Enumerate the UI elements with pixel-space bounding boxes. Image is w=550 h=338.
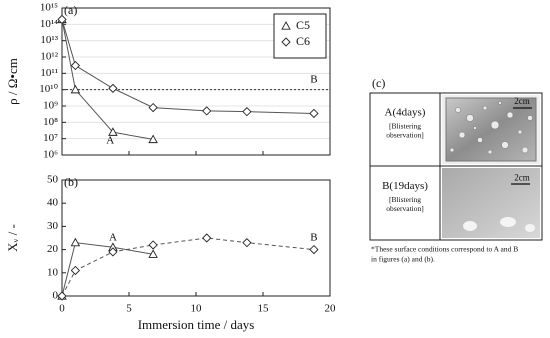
y-tick-label: 50 [47, 174, 59, 186]
row-note: observation] [386, 204, 424, 213]
blisters [463, 217, 535, 232]
row-note: observation] [386, 131, 424, 140]
legend-box [273, 13, 327, 59]
scale-label: 2cm [514, 173, 530, 183]
annotation: B [310, 232, 317, 244]
x-tick-label: 20 [325, 303, 337, 315]
marker [148, 249, 158, 258]
legend-label: C5 [296, 18, 310, 32]
marker [148, 102, 158, 113]
marker [148, 240, 158, 250]
marker [309, 108, 319, 119]
marker [70, 237, 81, 247]
panel-label: (a) [64, 3, 77, 17]
marker [108, 247, 118, 257]
y-tick-label: 20 [47, 243, 59, 255]
legend-label: C6 [296, 34, 310, 48]
y-tick-label: 10¹³ [40, 34, 58, 46]
y-axis-label: Xᵥ / - [5, 224, 20, 252]
plot-frame [61, 7, 331, 156]
photo-b [442, 168, 540, 238]
x-tick-label: 15 [258, 303, 270, 315]
marker [57, 291, 67, 301]
row-title: B(19days) [382, 180, 428, 192]
marker [148, 134, 158, 144]
marker [242, 107, 252, 117]
panel-label: (c) [372, 76, 385, 90]
y-axis-label: ρ / Ω•cm [5, 58, 20, 105]
panel-c: (c) [369, 76, 543, 241]
marker [70, 60, 81, 71]
marker [108, 127, 118, 136]
marker [242, 238, 252, 248]
x-tick-label: 5 [126, 303, 132, 315]
y-tick-label: 10¹² [40, 51, 58, 63]
caption: in figures (a) and (b). [371, 255, 435, 264]
annotation: B [310, 73, 317, 85]
legend-marker [281, 37, 291, 47]
x-axis-label: Immersion time / days [138, 317, 255, 332]
y-tick-label: 10¹¹ [40, 67, 58, 79]
series-line [61, 242, 154, 297]
row-note: [Blistering [389, 195, 421, 204]
x-tick-label: 10 [191, 303, 203, 315]
y-tick-label: 10¹⁵ [40, 2, 58, 14]
annotation: A [106, 135, 114, 147]
row-title: A(4days) [385, 107, 426, 119]
y-tick-label: 0 [53, 290, 59, 302]
y-tick-label: 10⁷ [43, 132, 58, 144]
y-tick-label: 40 [47, 197, 59, 209]
y-tick-label: 30 [47, 220, 59, 232]
legend-marker [281, 21, 291, 30]
marker [202, 106, 212, 116]
row-note: [Blistering [389, 122, 421, 131]
y-tick-label: 10⁸ [43, 116, 58, 128]
marker [108, 83, 118, 94]
panel-label: (b) [64, 175, 78, 189]
scale-label: 2cm [514, 96, 530, 106]
series-line [61, 19, 154, 140]
y-tick-label: 10⁶ [43, 149, 58, 161]
plot-frame [61, 179, 331, 297]
marker [309, 244, 319, 255]
y-tick-label: 10¹⁰ [39, 83, 58, 95]
series-line [61, 237, 314, 297]
blisters [449, 101, 533, 155]
y-tick-label: 10¹⁴ [40, 18, 58, 30]
y-tick-label: 10⁹ [43, 100, 58, 112]
caption: *These surface conditions correspond to … [371, 245, 518, 254]
marker [70, 265, 81, 276]
annotation: A [109, 232, 117, 244]
marker [57, 14, 67, 25]
marker [70, 84, 81, 94]
x-tick-label: 0 [59, 303, 65, 315]
marker [202, 233, 212, 243]
y-tick-label: 10 [47, 266, 59, 278]
